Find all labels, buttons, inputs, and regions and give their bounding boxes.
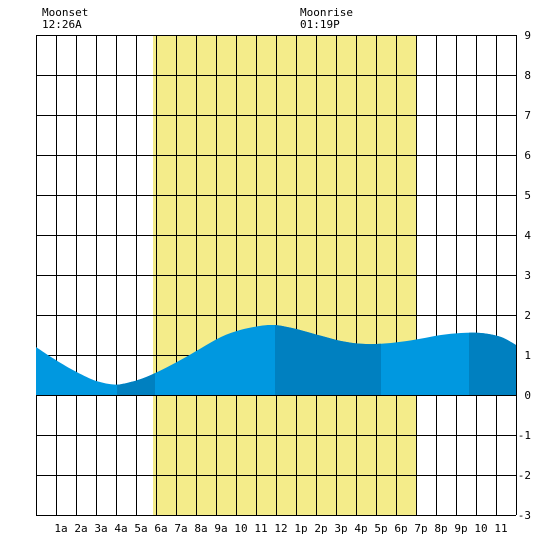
x-tick-label: 9a <box>214 522 227 535</box>
y-tick-label: 5 <box>524 189 531 202</box>
x-tick-label: 6p <box>394 522 407 535</box>
y-tick-label: 7 <box>524 109 531 122</box>
x-tick-label: 2p <box>314 522 327 535</box>
x-tick-label: 4p <box>354 522 367 535</box>
x-tick-label: 1p <box>294 522 307 535</box>
x-tick-label: 10 <box>234 522 247 535</box>
x-tick-label: 8a <box>194 522 207 535</box>
y-axis-labels: 9 8 7 6 5 4 3 2 1 0 -1 -2 -3 <box>518 29 532 522</box>
y-tick-label: 1 <box>524 349 531 362</box>
x-tick-label: 5a <box>134 522 147 535</box>
moonrise-label: Moonrise <box>300 6 353 19</box>
x-tick-label: 2a <box>74 522 87 535</box>
x-tick-label: 4a <box>114 522 127 535</box>
x-tick-label: 12 <box>274 522 287 535</box>
horizontal-grid <box>36 35 516 516</box>
y-tick-label: 3 <box>524 269 531 282</box>
x-tick-label: 10 <box>474 522 487 535</box>
moonset-time: 12:26A <box>42 18 82 31</box>
moonset-label: Moonset <box>42 6 89 19</box>
y-tick-label: 9 <box>524 29 531 42</box>
x-axis-labels: 1a 2a 3a 4a 5a 6a 7a 8a 9a 10 11 12 1p 2p 3p 4p 5p 6p 7p 8p… <box>54 522 507 535</box>
x-tick-label: 11 <box>494 522 507 535</box>
y-tick-label: -1 <box>518 429 531 442</box>
x-tick-label: 6a <box>154 522 167 535</box>
x-tick-label: 3a <box>94 522 107 535</box>
y-tick-label: -3 <box>518 509 531 522</box>
x-tick-label: 11 <box>254 522 267 535</box>
x-tick-label: 5p <box>374 522 387 535</box>
y-tick-label: 4 <box>524 229 531 242</box>
x-tick-label: 8p <box>434 522 447 535</box>
x-tick-label: 1a <box>54 522 67 535</box>
y-tick-label: 0 <box>524 389 531 402</box>
x-tick-label: 7a <box>174 522 187 535</box>
x-tick-label: 7p <box>414 522 427 535</box>
x-tick-label: 3p <box>334 522 347 535</box>
y-tick-label: 2 <box>524 309 531 322</box>
y-tick-label: 8 <box>524 69 531 82</box>
moonrise-time: 01:19P <box>300 18 340 31</box>
y-tick-label: 6 <box>524 149 531 162</box>
y-tick-label: -2 <box>518 469 531 482</box>
x-tick-label: 9p <box>454 522 467 535</box>
